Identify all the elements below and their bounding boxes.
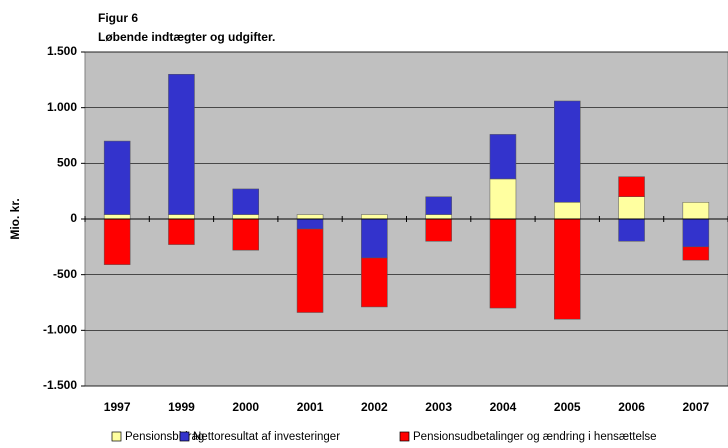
bar-segment [361, 257, 388, 308]
x-tick-label: 2004 [490, 400, 517, 414]
x-tick-label: 2003 [425, 400, 452, 414]
bar-segment [232, 188, 259, 215]
bar-segment [296, 214, 324, 220]
x-tick-label: 2007 [682, 400, 709, 414]
bar-segment [232, 214, 259, 220]
y-tick-label: 500 [57, 156, 77, 170]
y-tick-label: 1.000 [47, 100, 77, 114]
bar-segment [425, 196, 452, 215]
x-tick-label: 2006 [618, 400, 645, 414]
bar-segment [682, 218, 710, 248]
legend-label: Pensionsudbetalinger og ændring i hensæt… [413, 431, 657, 443]
chart-subtitle: Løbende indtægter og udgifter. [98, 30, 275, 44]
bar-segment [682, 246, 710, 261]
bar-segment [489, 178, 517, 220]
bar-segment [618, 218, 645, 242]
bar-segment [103, 140, 131, 215]
bar-segment [168, 214, 195, 220]
legend-swatch [179, 431, 190, 442]
bar-segment [554, 202, 581, 220]
bar-segment [489, 218, 517, 309]
bar-segment [361, 214, 388, 220]
bar-segment [361, 218, 388, 259]
y-tick-label: -1.500 [43, 378, 77, 392]
bar-segment [103, 214, 131, 220]
bar-segment [554, 100, 581, 203]
bar-segment [168, 218, 195, 245]
y-axis-label: Mio. kr. [8, 198, 22, 239]
chart-title: Figur 6 [98, 11, 138, 25]
x-tick-label: 2001 [297, 400, 324, 414]
bar-segment [618, 176, 645, 197]
bar-segment [489, 134, 517, 180]
x-tick-label: 2000 [232, 400, 259, 414]
bar-segment [168, 74, 195, 215]
legend-label: Nettoresultat af investeringer [193, 431, 340, 443]
bar-segment [296, 228, 324, 313]
x-tick-label: 1997 [104, 400, 131, 414]
x-tick-label: 1999 [168, 400, 195, 414]
y-tick-label: 1.500 [47, 44, 77, 58]
bar-segment [425, 214, 452, 220]
y-tick-label: -500 [53, 267, 77, 281]
bar-segment [554, 218, 581, 320]
y-tick-label: 0 [70, 211, 77, 225]
x-tick-label: 2002 [361, 400, 388, 414]
bar-segment [296, 218, 324, 230]
bar-segment [618, 196, 645, 220]
bar-segment [425, 218, 452, 242]
legend-swatch [399, 431, 410, 442]
legend-swatch [111, 431, 122, 442]
bar-segment [103, 218, 131, 265]
x-tick-label: 2005 [554, 400, 581, 414]
bar-segment [682, 202, 710, 220]
y-tick-label: -1.000 [43, 323, 77, 337]
bar-segment [232, 218, 259, 251]
